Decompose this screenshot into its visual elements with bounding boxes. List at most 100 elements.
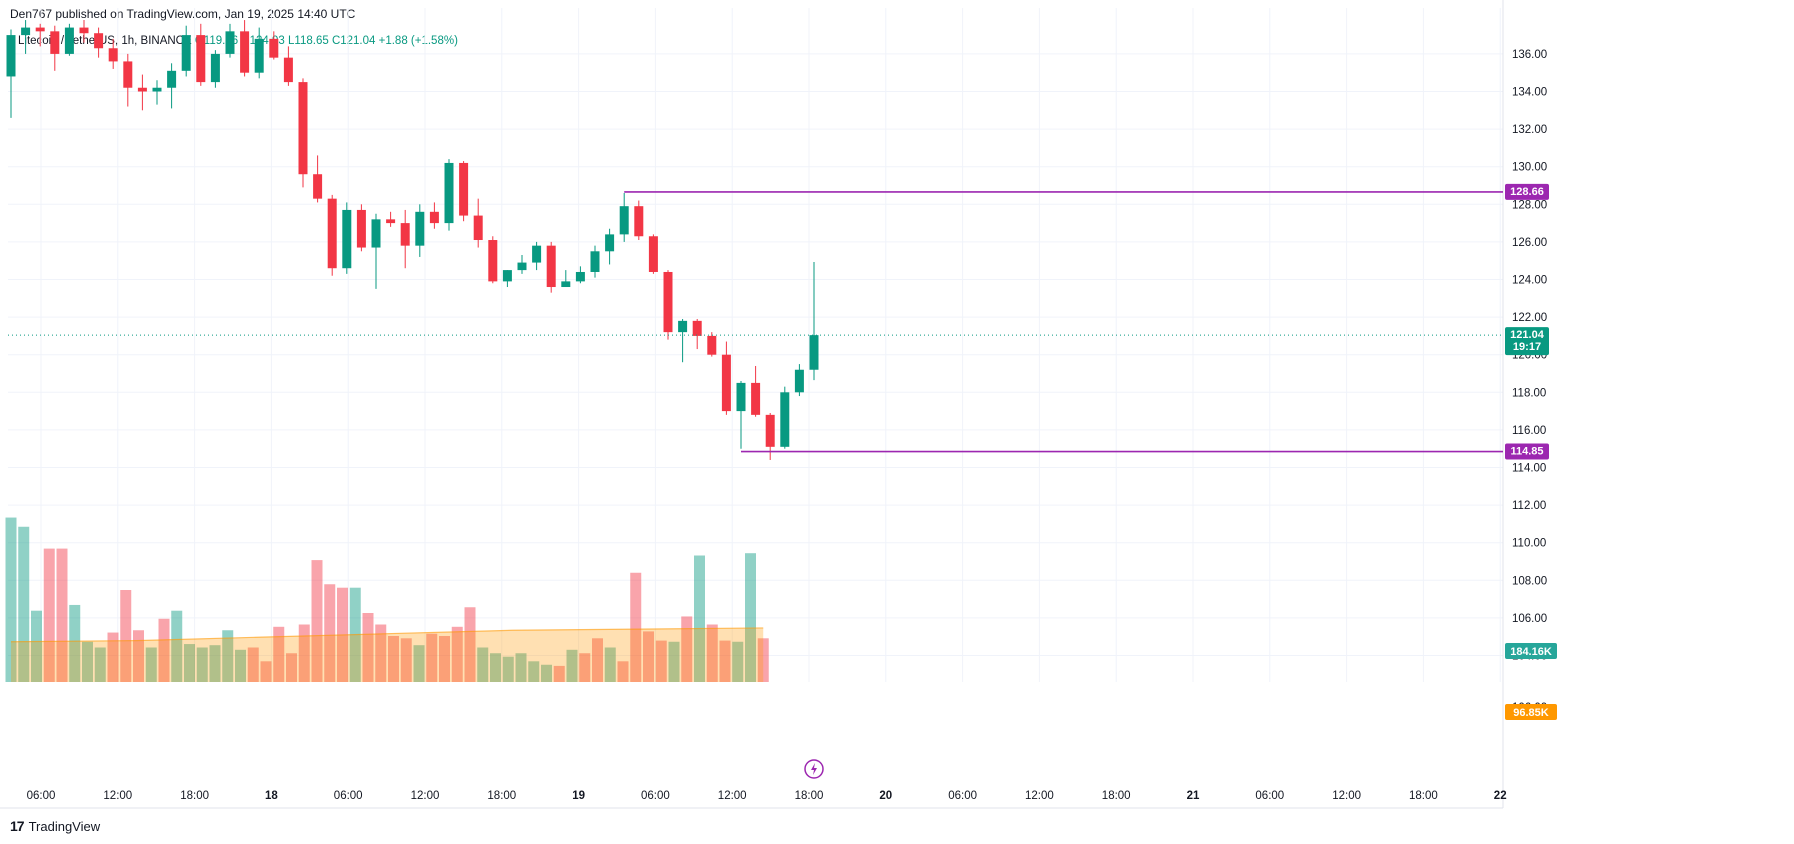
candle-body: [283, 57, 293, 83]
volume-bar: [643, 631, 654, 682]
time-tick-label: 06:00: [1255, 790, 1284, 802]
candle-body: [225, 31, 235, 54]
volume-ma-area: [11, 627, 764, 682]
candle-body: [386, 219, 396, 224]
time-tick-label: 20: [879, 790, 892, 802]
candle-body: [400, 223, 410, 246]
volume-bar: [298, 624, 310, 682]
legend-change: +1.88 (+1.58%): [378, 35, 458, 47]
tradingview-logo-icon: 17: [10, 818, 25, 834]
candle-body: [809, 335, 819, 370]
level-lower-text: 114.85: [1510, 446, 1543, 458]
volume-bar: [324, 584, 336, 682]
legend-low: L118.65: [288, 35, 329, 47]
volume-bar: [375, 624, 387, 682]
candle-body: [502, 270, 512, 282]
volume-ma-text: 96.85K: [1513, 707, 1549, 719]
legend-close: C121.04: [331, 35, 376, 47]
candle-body: [167, 70, 177, 88]
candle-body: [473, 215, 483, 241]
candle-body: [327, 198, 337, 269]
time-tick-label: 18: [265, 790, 278, 802]
footer-brand-label: TradingView: [28, 818, 101, 834]
candle-body: [751, 382, 761, 415]
time-tick-label: 06:00: [641, 790, 670, 802]
volume-bar: [515, 653, 527, 682]
price-tick-label: 124.00: [1512, 275, 1547, 287]
volume-bar: [260, 661, 272, 682]
footer-brand[interactable]: 17 TradingView: [10, 818, 100, 834]
time-tick-label: 19: [572, 790, 585, 802]
volume-bar: [604, 647, 616, 682]
volume-bar: [120, 590, 132, 682]
price-tick-label: 136.00: [1512, 49, 1547, 61]
volume-bar: [706, 624, 718, 682]
volume-bar: [171, 610, 183, 682]
volume-bar: [541, 664, 552, 682]
volume-bar: [31, 610, 42, 682]
candle-body: [429, 211, 439, 224]
volume-bar: [184, 644, 195, 682]
volume-bar: [107, 632, 119, 682]
volume-bar: [18, 526, 30, 682]
candle-body: [780, 392, 790, 447]
volume-bar: [311, 560, 323, 682]
volume-bar: [655, 640, 667, 682]
candle-body: [634, 206, 644, 237]
price-tick-label: 114.00: [1512, 463, 1546, 475]
time-tick-label: 06:00: [27, 790, 56, 802]
candle-body: [648, 236, 658, 272]
time-tick-label: 06:00: [334, 790, 363, 802]
price-tick-label: 118.00: [1512, 387, 1546, 399]
volume-bar: [719, 640, 731, 682]
candle-body: [64, 27, 74, 54]
volume-bar: [413, 645, 425, 682]
volume-bar: [630, 572, 642, 682]
volume-ma-line: [10, 627, 764, 643]
volume-bar: [490, 653, 501, 682]
publish-info: Den767 published on TradingView.com, Jan…: [10, 7, 356, 21]
volume-bar: [388, 636, 399, 682]
candle-body: [21, 27, 31, 36]
volume-bar: [94, 647, 106, 682]
volume-bar: [222, 630, 234, 682]
candle-body: [415, 211, 425, 246]
volume-bar: [464, 607, 476, 682]
volume-bar: [451, 626, 463, 682]
volume-bar: [681, 616, 693, 682]
candle-body: [678, 320, 688, 333]
volume-bar: [477, 647, 489, 682]
volume-bar: [273, 626, 285, 682]
candle-body: [488, 240, 498, 282]
volume-bar: [400, 638, 412, 682]
price-tick-label: 134.00: [1512, 87, 1547, 99]
volume-bar: [566, 649, 578, 682]
candle-body: [721, 354, 731, 412]
price-tick-label: 132.00: [1512, 124, 1547, 136]
time-tick-label: 12:00: [718, 790, 747, 802]
time-tick-label: 12:00: [103, 790, 132, 802]
time-tick-label: 21: [1187, 790, 1200, 802]
volume-bar: [247, 647, 259, 682]
candle-body: [196, 35, 206, 83]
candle-body: [35, 27, 45, 32]
volume-bar: [43, 548, 55, 682]
candle-body: [765, 414, 775, 447]
candle-body: [736, 382, 746, 412]
candle-body: [313, 174, 323, 199]
volume-bar: [362, 613, 374, 682]
candle-body: [561, 281, 571, 288]
price-tick-label: 128.00: [1512, 199, 1547, 211]
level-upper-badge: [1505, 183, 1549, 200]
candle-body: [605, 234, 615, 252]
volume-value-badge: [1505, 643, 1557, 659]
volume-bar: [579, 653, 591, 682]
candle-body: [663, 271, 673, 333]
candle-body: [356, 209, 366, 248]
last-price-text: 19:17: [1513, 341, 1541, 353]
last-price-badge: [1505, 327, 1549, 356]
price-tick-label: 112.00: [1512, 500, 1546, 512]
volume-bar: [5, 517, 17, 682]
volume-bar: [553, 665, 565, 682]
